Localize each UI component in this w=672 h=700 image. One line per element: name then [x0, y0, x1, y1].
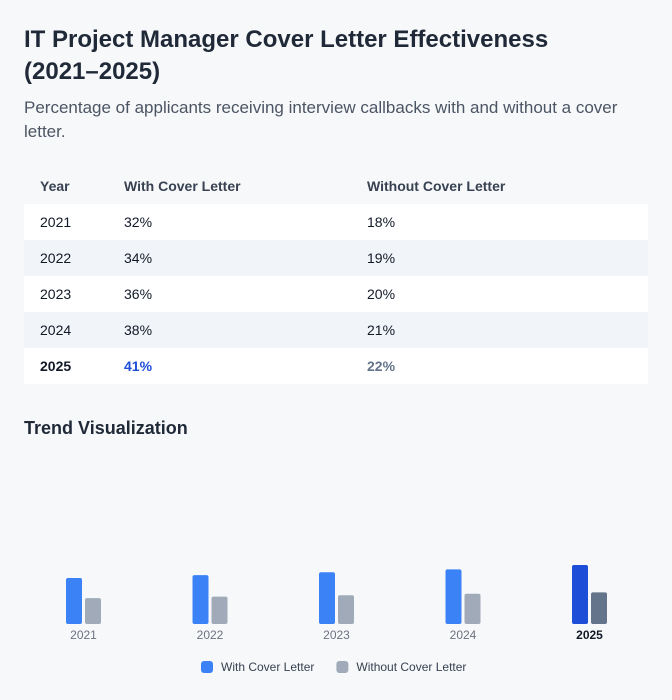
- column-header: With Cover Letter: [124, 178, 241, 194]
- table-cell: 18%: [367, 214, 396, 230]
- x-tick-label: 2022: [197, 628, 224, 642]
- table-cell: 2021: [40, 214, 72, 230]
- bar: [85, 598, 101, 624]
- table-cell: 21%: [367, 322, 396, 338]
- legend-swatch: [201, 661, 213, 673]
- bar: [319, 572, 335, 624]
- table-cell: 41%: [124, 358, 153, 374]
- bar: [211, 596, 228, 624]
- x-tick-label: 2023: [323, 628, 350, 642]
- legend-swatch: [336, 661, 349, 673]
- column-header: Without Cover Letter: [367, 178, 506, 194]
- bar: [192, 575, 209, 624]
- x-tick-label: 2021: [70, 628, 97, 642]
- table-cell: 19%: [367, 250, 396, 266]
- table-cell: 2024: [40, 322, 72, 338]
- data-table: Year With Cover Letter Without Cover Lette…: [24, 168, 648, 384]
- title: IT Project Manager Cover Letter Effectiv…: [24, 26, 549, 85]
- bar: [572, 565, 588, 624]
- bar: [445, 569, 462, 624]
- subtitle: Percentage of applicants receiving inter…: [24, 98, 618, 141]
- x-tick-label: 2024: [450, 628, 477, 642]
- bar: [338, 595, 354, 624]
- table-cell: 34%: [124, 250, 153, 266]
- table-row: 2021 32% 18%: [24, 204, 648, 240]
- table-row: 2023 36% 20%: [24, 276, 648, 312]
- table-body: 2021 32% 18% 2022 34% 19% 2023 36% 20% 2024 38% 21%…: [24, 204, 648, 384]
- legend-label: Without Cover Letter: [356, 660, 466, 674]
- table-row: 2024 38% 21%: [24, 312, 648, 348]
- bar: [591, 592, 607, 624]
- column-header: Year: [40, 178, 70, 194]
- table-cell: 20%: [367, 286, 396, 302]
- x-tick-label: 2025: [576, 628, 603, 642]
- table-cell: 32%: [124, 214, 153, 230]
- legend-label: With Cover Letter: [221, 660, 314, 674]
- table-cell: 2022: [40, 250, 72, 266]
- table-cell: 2025: [40, 358, 72, 374]
- table-row: 2022 34% 19%: [24, 240, 648, 276]
- table-cell: 22%: [367, 358, 396, 374]
- header-row: Year With Cover Letter Without Cover Lette…: [24, 168, 648, 204]
- table-cell: 36%: [124, 286, 153, 302]
- table-row: 2025 41% 22%: [24, 348, 648, 384]
- chart-title: Trend Visualization: [24, 418, 188, 438]
- bar: [66, 577, 82, 624]
- table-cell: 38%: [124, 322, 153, 338]
- bar: [464, 593, 481, 624]
- table-cell: 2023: [40, 286, 72, 302]
